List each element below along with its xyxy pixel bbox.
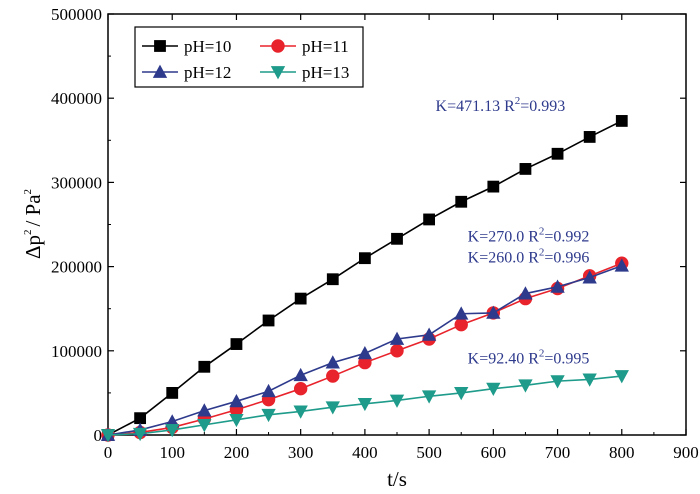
data-point: [614, 370, 629, 384]
x-tick-label: 700: [545, 443, 571, 462]
data-point: [262, 314, 275, 327]
data-point: [518, 379, 533, 393]
data-point: [198, 360, 211, 373]
data-point: [550, 375, 565, 389]
data-point: [389, 394, 405, 408]
series-pH=13: [100, 370, 629, 443]
data-point: [294, 292, 307, 305]
data-point: [261, 408, 276, 423]
series-pH=12: [100, 258, 629, 441]
data-point: [166, 386, 179, 399]
data-point: [389, 331, 405, 345]
data-point: [293, 367, 308, 382]
data-point: [326, 369, 340, 383]
data-point: [519, 163, 532, 175]
legend-label: pH=12: [184, 63, 231, 82]
data-point: [421, 390, 437, 404]
fit-annotation: K=471.13 R2=0.993: [436, 95, 566, 115]
data-point: [486, 305, 501, 319]
series-layer: [100, 115, 629, 443]
series-line: [107, 120, 623, 436]
x-tick-label: 500: [416, 443, 442, 462]
data-point: [357, 345, 373, 360]
series-pH=10: [102, 115, 628, 441]
x-tick-label: 900: [673, 443, 699, 462]
data-point: [614, 258, 629, 272]
fit-annotation: K=92.40 R2=0.995: [468, 347, 590, 367]
data-point: [391, 232, 403, 245]
data-point: [551, 147, 564, 160]
data-point: [326, 273, 339, 286]
data-point: [100, 429, 116, 443]
y-axis-title: Δp2/ Pa2: [21, 189, 45, 259]
x-tick-label: 600: [481, 443, 507, 462]
data-point: [134, 412, 147, 425]
data-point: [550, 279, 565, 293]
legend-box: [134, 26, 364, 88]
data-point: [518, 286, 533, 300]
y-tick-label: 400000: [51, 89, 102, 108]
y-tick-label: 500000: [51, 5, 102, 24]
data-point: [582, 373, 597, 387]
data-point: [293, 381, 308, 396]
x-tick-label: 300: [288, 443, 314, 462]
data-point: [358, 252, 371, 265]
data-point: [230, 338, 243, 350]
x-tick-label: 400: [352, 443, 378, 462]
data-point: [152, 64, 168, 78]
data-point: [454, 306, 469, 320]
data-point: [615, 115, 628, 127]
data-point: [325, 355, 340, 369]
x-tick-label: 800: [609, 443, 635, 462]
data-point: [132, 427, 148, 442]
legend-label: pH=13: [302, 63, 349, 82]
data-point: [293, 405, 308, 419]
x-axis-title: t/s: [387, 467, 407, 491]
legend-label: pH=11: [302, 37, 349, 56]
data-point: [487, 180, 500, 193]
y-tick-label: 300000: [51, 173, 102, 192]
fit-annotation: K=260.0 R2=0.996: [468, 246, 590, 266]
fit-annotation: K=270.0 R2=0.992: [468, 225, 590, 245]
data-point: [421, 327, 437, 341]
y-tick-label: 200000: [51, 258, 102, 277]
data-point: [390, 344, 404, 358]
data-point: [454, 386, 469, 401]
data-point: [261, 383, 276, 398]
y-tick-label: 100000: [51, 342, 102, 361]
legend-label: pH=10: [184, 37, 231, 56]
data-point: [229, 393, 244, 408]
data-point: [271, 39, 285, 53]
data-point: [357, 397, 373, 412]
legend: pH=10 pH=11 pH=12 pH=13: [134, 26, 364, 88]
y-tick-label: 0: [94, 426, 103, 445]
data-point: [486, 382, 501, 397]
data-point: [582, 270, 597, 284]
x-tick-label: 200: [224, 443, 250, 462]
data-point: [197, 418, 212, 433]
data-point: [229, 413, 244, 428]
data-point: [270, 66, 286, 80]
annotations: K=471.13 R2=0.993 K=270.0 R2=0.992K=260.0…: [436, 95, 590, 368]
axis-ticks: 0 100 200 300 400 500 600 700 800 900 0 100000 20000…: [51, 5, 699, 462]
x-tick-label: 0: [104, 443, 113, 462]
data-point: [583, 131, 596, 143]
data-point: [455, 195, 468, 208]
data-point: [197, 403, 212, 417]
data-point: [423, 213, 436, 226]
data-point: [454, 317, 468, 332]
data-point: [165, 424, 180, 438]
x-tick-label: 100: [159, 443, 185, 462]
data-point: [325, 401, 340, 415]
data-point: [154, 40, 166, 52]
